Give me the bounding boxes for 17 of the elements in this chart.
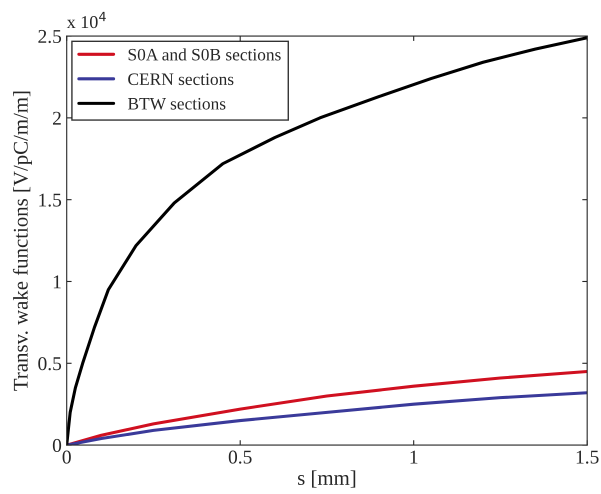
x-tick-label: 1.5 <box>576 450 599 464</box>
x-tick-label: 0.5 <box>228 450 252 464</box>
y-tick-label: 1 <box>54 275 61 288</box>
legend-label: BTW sections <box>128 98 226 110</box>
legend-label: S0A and S0B sections <box>128 48 281 61</box>
y-tick-label: 2 <box>52 112 61 125</box>
y-tick-label: 2.5 <box>38 30 62 44</box>
y-tick-label: 0 <box>52 438 62 452</box>
legend-label: CERN sections <box>128 73 234 86</box>
x-tick-label: 0 <box>62 450 71 464</box>
x-axis-title: s [mm] <box>298 470 356 488</box>
text: x 10$^{4}$ <box>66 12 106 28</box>
x-tick-label: 1 <box>410 450 418 464</box>
line-series <box>66 36 588 446</box>
y-axis-title: Transv. wake functions [V/pC/m/m] <box>12 92 32 391</box>
y-tick-label: 0.5 <box>38 357 62 370</box>
y-tick-label: 1.5 <box>39 194 62 207</box>
